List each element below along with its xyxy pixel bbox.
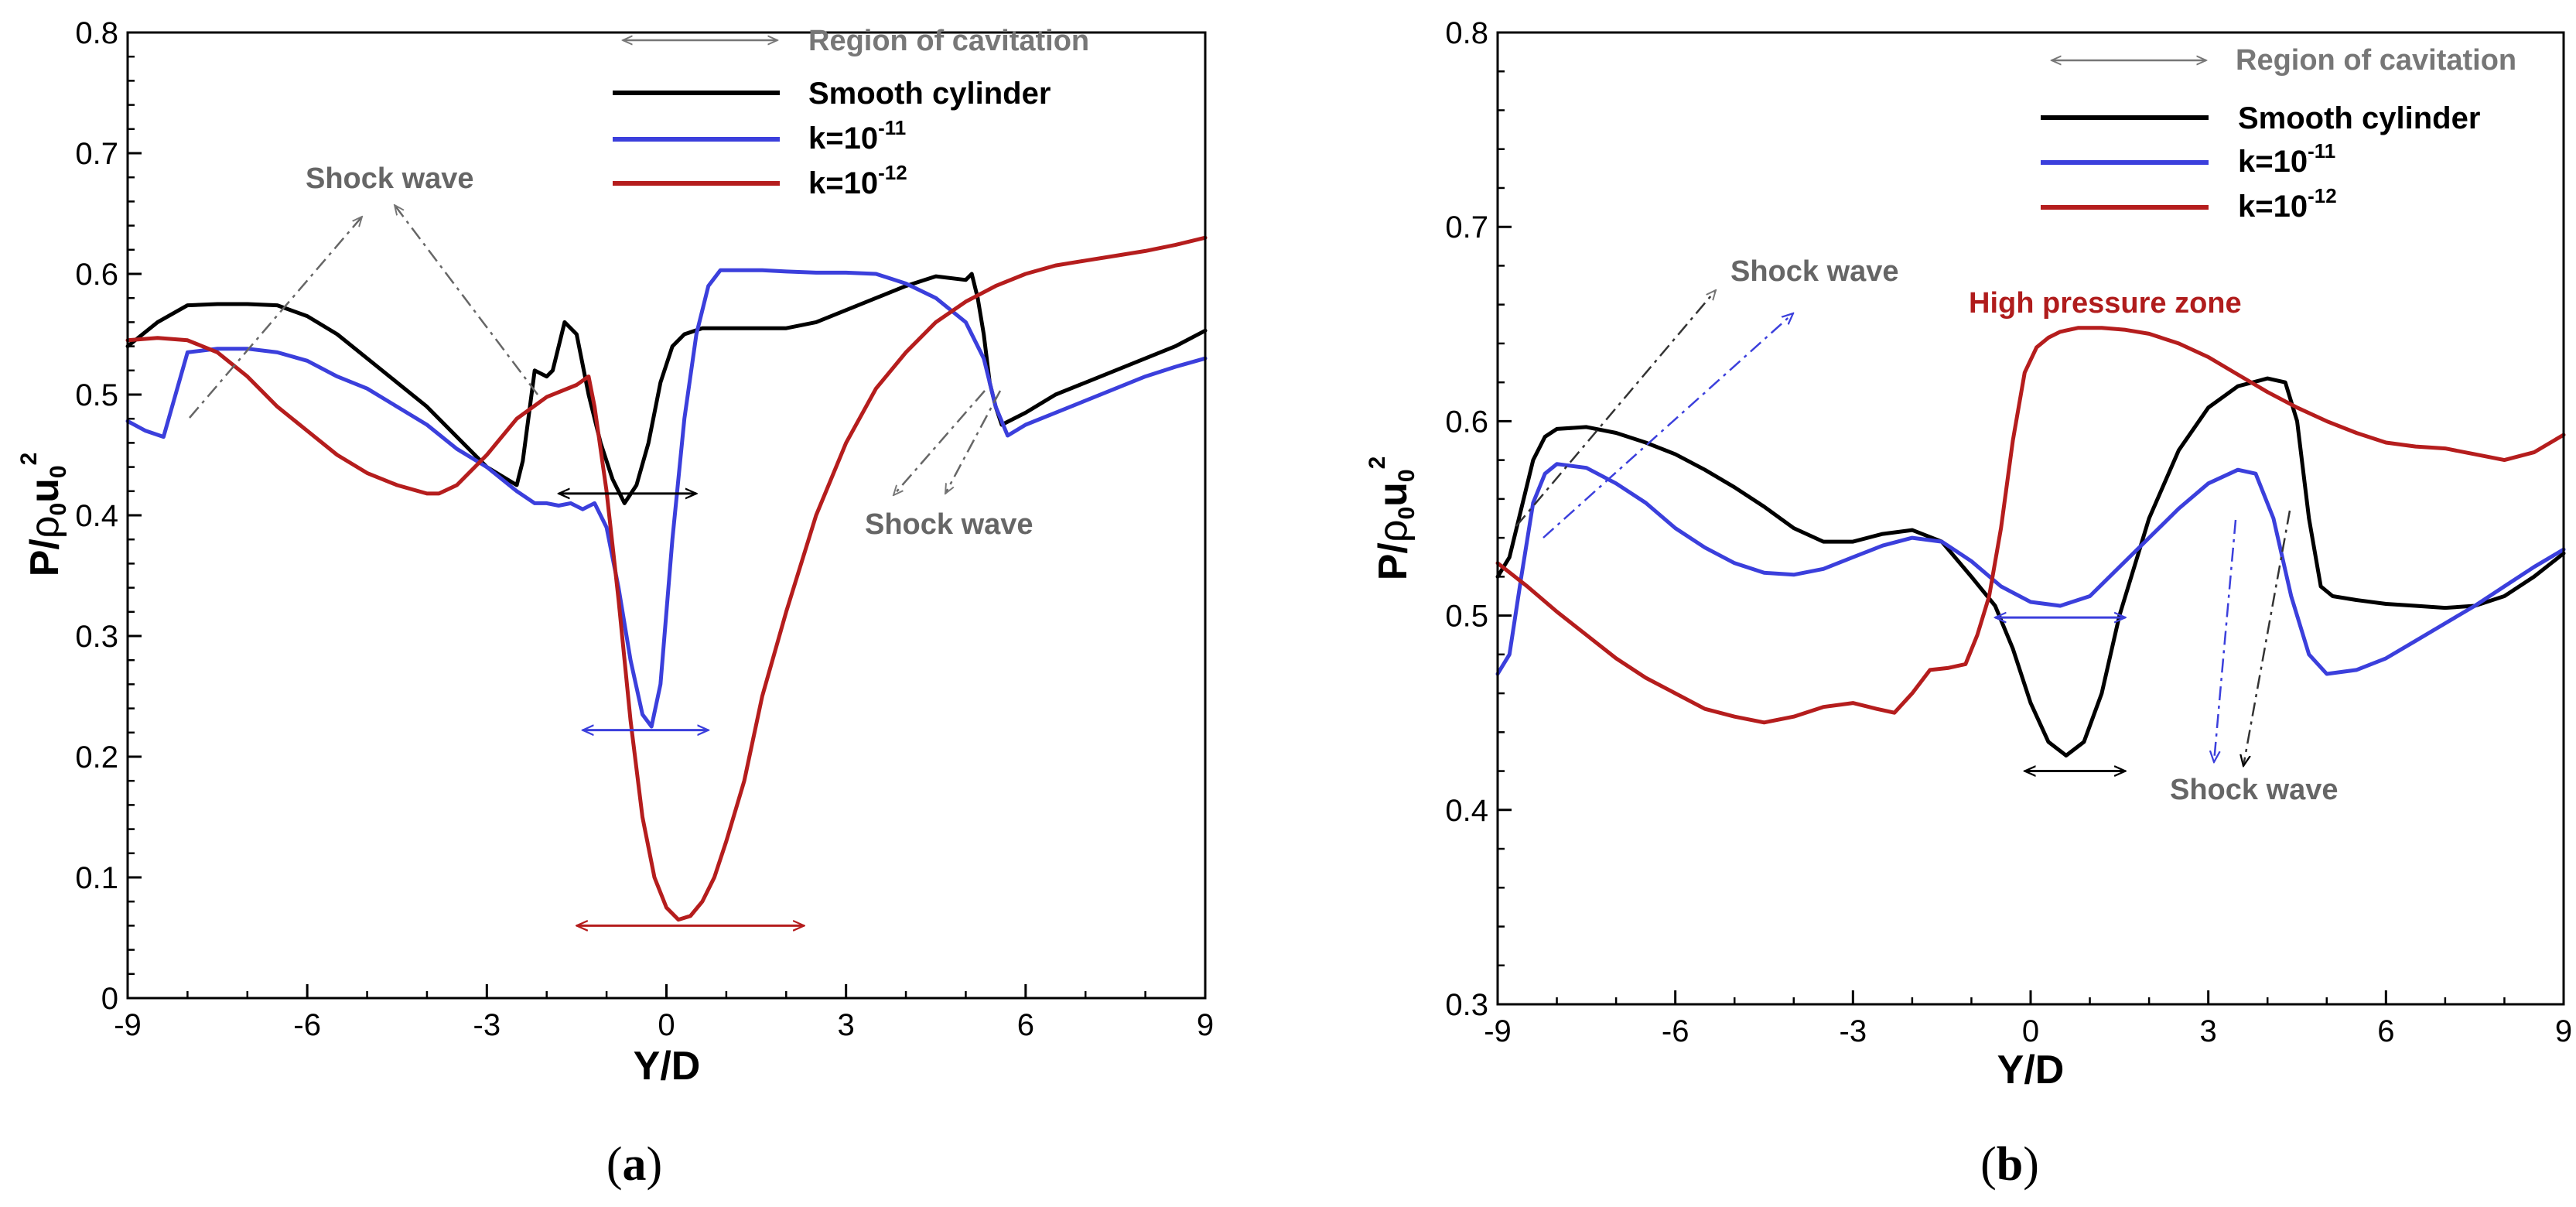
chart-panel-b: Shock wave Shock wave High pressure zone… [1365, 16, 2572, 1191]
curves-a [125, 235, 1208, 922]
y-tick-label-a: 0.4 [75, 499, 118, 533]
y-tick-label-a: 0.6 [75, 258, 118, 292]
y-label-u-a: u [22, 478, 67, 503]
shock-arrow-a4 [945, 390, 1002, 494]
high-pressure-zone-label: High pressure zone [1969, 287, 2242, 320]
x-tick-label-a: 6 [1017, 1008, 1034, 1042]
legend-title-a: Region of cavitation [808, 25, 1089, 57]
shock-wave-arrows-a [189, 205, 1002, 495]
y-tick-label-b: 0.3 [1445, 988, 1488, 1022]
legend-label-k11-b: k=10-11 [2238, 139, 2335, 179]
shock-arrow-b4 [2243, 510, 2291, 766]
y-tick-label-a: 0.8 [75, 16, 118, 50]
x-axis-label-b: Y/D [1997, 1048, 2065, 1092]
y-label-sup-b: 2 [1365, 456, 1390, 470]
shock-arrow-a1 [189, 217, 362, 419]
caption-a: (a) [606, 1138, 662, 1191]
caption-b: (b) [1980, 1138, 2039, 1191]
x-tick-label-b: 6 [2377, 1014, 2394, 1048]
shock-wave-label-b2: Shock wave [2170, 774, 2339, 806]
y-tick-label-a: 0.2 [75, 740, 118, 774]
shock-arrow-b1 [1515, 290, 1716, 527]
shock-wave-label-a2: Shock wave [865, 508, 1033, 541]
legend-sup-k11-a: -11 [878, 116, 906, 139]
ticks-b: -9 -6 -3 0 3 6 9 0.3 0.4 0.5 0.6 0.7 0.8 [1445, 16, 2572, 1048]
shock-wave-label-b1: Shock wave [1730, 255, 1899, 288]
y-axis-label-b: P/ρ0u02 [1365, 456, 1420, 581]
legend-b: Region of cavitation Smooth cylinder k=1… [2041, 44, 2516, 224]
shock-arrow-b2 [1543, 313, 1793, 539]
y-tick-label-a: 0.5 [75, 378, 118, 412]
y-label-u-b: u [1371, 482, 1416, 507]
y-label-sub-b: 0 [1394, 507, 1420, 520]
series-line-smooth-b [1495, 376, 2566, 757]
y-axis-label-a: P/ρ0u02 [16, 453, 71, 577]
y-tick-label-a: 0 [101, 982, 118, 1016]
y-tick-label-a: 0.3 [75, 620, 118, 654]
y-tick-label-b: 0.6 [1445, 405, 1488, 439]
y-label-rho-b: ρ [1371, 520, 1416, 543]
shock-wave-arrows-b [1515, 290, 2291, 766]
legend-label-smooth-b: Smooth cylinder [2238, 101, 2480, 135]
plot-frame-b [1496, 31, 2565, 1006]
y-label-base-b: P/ [1371, 542, 1416, 580]
legend-title-b: Region of cavitation [2236, 44, 2516, 77]
x-axis-label-a: Y/D [634, 1044, 701, 1089]
x-tick-label-a: 0 [658, 1008, 675, 1042]
y-label-base-a: P/ [22, 539, 67, 576]
series-line-k11-b [1495, 462, 2566, 676]
cavitation-arrows-a [559, 494, 804, 925]
legend-label-smooth-a: Smooth cylinder [808, 77, 1051, 111]
legend-a: Region of cavitation Smooth cylinder k=1… [613, 25, 1089, 200]
x-tick-label-b: -9 [1484, 1014, 1512, 1048]
y-label-sub-a: 0 [46, 503, 71, 516]
shock-wave-label-a1: Shock wave [306, 162, 474, 195]
legend-sup-k12-a: -12 [878, 161, 907, 184]
x-tick-label-a: -3 [473, 1008, 501, 1042]
y-tick-label-b: 0.5 [1445, 600, 1488, 634]
x-tick-label-b: 0 [2022, 1014, 2039, 1048]
legend-sup-k12-b: -12 [2308, 184, 2337, 207]
shock-arrow-a3 [893, 390, 986, 495]
y-label-sub2-a: 0 [46, 465, 71, 478]
x-tick-label-b: -6 [1662, 1014, 1689, 1048]
x-tick-label-a: -6 [293, 1008, 321, 1042]
y-tick-label-a: 0.7 [75, 137, 118, 171]
y-tick-label-b: 0.7 [1445, 210, 1488, 244]
x-tick-label-b: 9 [2555, 1014, 2572, 1048]
legend-sup-k11-b: -11 [2308, 139, 2335, 162]
y-tick-label-b: 0.4 [1445, 794, 1488, 828]
curves-b [1495, 326, 2566, 757]
series-line-smooth-a [125, 272, 1208, 505]
shock-arrow-b3 [2214, 519, 2237, 762]
y-label-sub2-b: 0 [1394, 469, 1420, 482]
y-label-sup-a: 2 [16, 453, 42, 466]
chart-panel-a: Shock wave Shock wave -9 -6 -3 0 3 6 9 0 0.1 0.2 0… [16, 16, 1214, 1191]
legend-label-k12-a: k=10-12 [808, 161, 907, 200]
y-label-rho-a: ρ [22, 516, 67, 539]
x-tick-label-b: 3 [2200, 1014, 2217, 1048]
shock-arrow-a2 [395, 205, 538, 395]
plot-frame-a [126, 31, 1207, 1000]
series-line-k12-a [125, 235, 1208, 922]
x-tick-label-a: -9 [114, 1008, 142, 1042]
series-line-k12-b [1495, 326, 2566, 725]
x-tick-label-a: 3 [838, 1008, 855, 1042]
x-tick-label-b: -3 [1840, 1014, 1867, 1048]
cavitation-arrows-b [1995, 617, 2125, 771]
legend-label-k11-a: k=10-11 [808, 116, 906, 156]
legend-label-k12-b: k=10-12 [2238, 184, 2337, 224]
y-tick-label-a: 0.1 [75, 861, 118, 895]
ticks-a: -9 -6 -3 0 3 6 9 0 0.1 0.2 0.3 0.4 0.5 0.6 0.7 0.8 [75, 16, 1214, 1042]
series-line-k11-a [125, 268, 1208, 729]
x-tick-label-a: 9 [1197, 1008, 1214, 1042]
y-tick-label-b: 0.8 [1445, 16, 1488, 50]
